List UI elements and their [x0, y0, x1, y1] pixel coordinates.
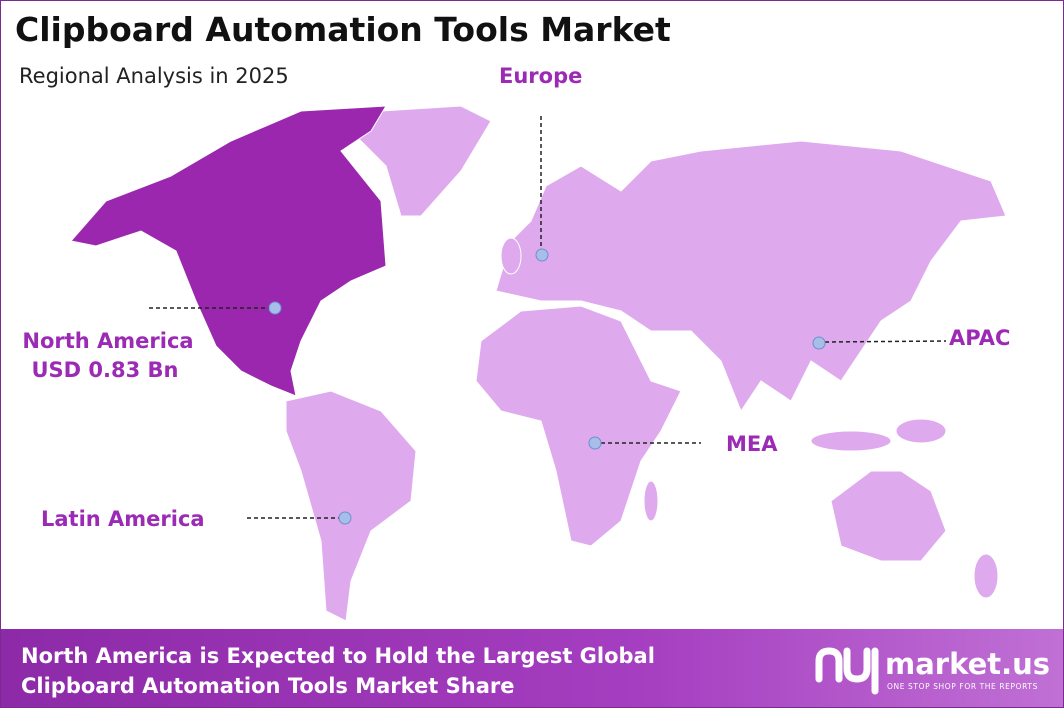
- callout-dot: [535, 248, 549, 262]
- africa: [475, 305, 682, 547]
- eurasia: [495, 140, 1007, 413]
- subtitle: Regional Analysis in 2025: [19, 64, 289, 88]
- region-value: USD 0.83 Bn: [32, 358, 179, 382]
- australia: [830, 470, 947, 562]
- logo: market.us ONE STOP SHOP FOR THE REPORTS: [815, 647, 1050, 695]
- logo-name: market.us: [885, 647, 1050, 681]
- callouts: [149, 116, 947, 525]
- north-america: [70, 105, 387, 397]
- region-label: Europe: [499, 64, 582, 88]
- callout-dot: [588, 436, 602, 450]
- callout-line: [824, 340, 947, 343]
- indonesia: [810, 430, 892, 452]
- region-label: MEA: [726, 432, 778, 456]
- logo-tagline: ONE STOP SHOP FOR THE REPORTS: [887, 682, 1038, 691]
- new-guinea: [895, 418, 947, 444]
- new-zealand: [973, 553, 999, 599]
- world-map: [70, 105, 1007, 622]
- footer-band: [1, 629, 1063, 707]
- uk: [500, 237, 522, 275]
- logo-mark: [815, 647, 879, 695]
- callout-dot: [338, 511, 352, 525]
- footer-text: Clipboard Automation Tools Market Share: [21, 674, 514, 698]
- madagascar: [643, 480, 659, 522]
- title: Clipboard Automation Tools Market: [15, 10, 671, 49]
- greenland: [350, 105, 492, 217]
- footer-text: North America is Expected to Hold the La…: [21, 644, 655, 668]
- region-label: North America: [22, 329, 193, 353]
- callout-dot: [812, 336, 826, 350]
- callout-dot: [268, 301, 282, 315]
- region-label: APAC: [949, 326, 1010, 350]
- region-label: Latin America: [41, 507, 205, 531]
- south-america: [285, 390, 417, 622]
